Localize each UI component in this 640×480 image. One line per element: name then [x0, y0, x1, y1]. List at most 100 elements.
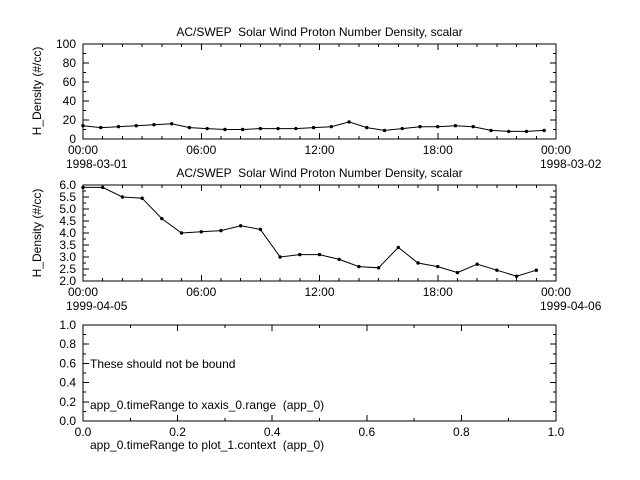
- plot-2-series-line: [83, 186, 537, 277]
- data-point-marker: [455, 270, 460, 275]
- plot-1-frame: [82, 43, 557, 140]
- x-tick-label: 00:00: [541, 143, 571, 157]
- y-tick-label: 1.0: [59, 318, 76, 332]
- y-tick-label: 5.5: [59, 190, 76, 204]
- x-tick-label: 0.2: [169, 425, 186, 439]
- data-point-marker: [495, 268, 499, 272]
- y-tick-label: 3.5: [59, 238, 76, 252]
- data-point-marker: [276, 126, 280, 131]
- plot-2: 00:00 06:00 12:00 18:00 00:002.02.53.03.54.0…: [59, 178, 571, 299]
- data-point-marker: [294, 126, 298, 131]
- y-tick-label: 0.8: [59, 337, 76, 351]
- x-tick-label: 06:00: [186, 143, 216, 157]
- data-point-marker: [524, 129, 529, 134]
- annotation-line-1: These should not be bound: [90, 357, 236, 371]
- plot2-y-axis-label: H_Density (#/cc): [30, 188, 44, 278]
- data-point-marker: [453, 124, 458, 128]
- annotation-line-3: app_0.timeRange to plot_1.context (app_0…: [90, 438, 325, 452]
- x-tick-label: 06:00: [186, 285, 216, 299]
- x-tick-label: 0.6: [358, 425, 375, 439]
- data-point-marker: [357, 264, 361, 269]
- data-point-marker: [81, 124, 85, 128]
- plot-3: 0.0 0.2 0.4 0.6 0.8 1.0 0.0 0.2 0.4 0.6 0.8 1.0: [59, 318, 564, 439]
- data-point-marker: [337, 257, 341, 262]
- plot2-title: AC/SWEP Solar Wind Proton Number Density…: [176, 166, 463, 180]
- data-point-marker: [187, 125, 192, 130]
- plot1-date-left: 1998-03-01: [66, 157, 128, 171]
- data-point-marker: [116, 124, 121, 129]
- data-point-marker: [317, 252, 322, 257]
- y-tick-label: 0.6: [59, 356, 76, 370]
- data-point-marker: [160, 216, 164, 221]
- data-point-marker: [140, 196, 144, 200]
- y-tick-label: 0.4: [59, 376, 76, 390]
- data-point-marker: [416, 261, 420, 265]
- x-tick-label: 0.8: [453, 425, 470, 439]
- y-tick-label: 6.0: [59, 178, 76, 192]
- data-point-marker: [169, 122, 174, 126]
- data-point-marker: [534, 268, 538, 272]
- data-point-marker: [81, 185, 85, 190]
- annotation-line-2: app_0.timeRange to xaxis_0.range (app_0): [90, 397, 325, 412]
- plot-2-frame: [82, 184, 557, 282]
- plot1-title: AC/SWEP Solar Wind Proton Number Density…: [176, 25, 463, 39]
- data-point-marker: [219, 228, 223, 233]
- x-tick-label: 0.0: [75, 425, 92, 439]
- data-point-marker: [101, 185, 105, 190]
- y-tick-label: 0.2: [59, 395, 76, 409]
- plot2-date-right: 1999-04-06: [540, 299, 602, 313]
- y-tick-label: 4.0: [59, 226, 76, 240]
- plot-3-frame: [82, 324, 557, 422]
- x-tick-label: 18:00: [423, 143, 453, 157]
- data-point-marker: [396, 245, 401, 250]
- y-tick-label: 20: [63, 113, 77, 127]
- data-point-marker: [400, 126, 404, 131]
- data-point-marker: [436, 264, 440, 269]
- y-tick-label: 100: [56, 37, 76, 51]
- data-point-marker: [514, 274, 519, 278]
- data-point-marker: [238, 224, 243, 228]
- data-point-marker: [179, 231, 184, 235]
- data-point-marker: [489, 128, 493, 133]
- data-point-marker: [258, 126, 263, 131]
- x-tick-label: 1.0: [548, 425, 565, 439]
- x-tick-label: 00:00: [68, 285, 98, 299]
- y-tick-label: 2.0: [59, 274, 76, 288]
- data-point-marker: [99, 125, 103, 130]
- data-point-marker: [507, 129, 511, 134]
- data-point-marker: [258, 227, 263, 232]
- x-tick-label: 12:00: [304, 143, 334, 157]
- data-point-marker: [134, 124, 138, 128]
- data-point-marker: [475, 262, 479, 266]
- data-point-marker: [542, 128, 546, 133]
- y-tick-label: 3.0: [59, 250, 76, 264]
- data-point-marker: [199, 230, 203, 234]
- data-point-marker: [205, 126, 209, 131]
- data-point-marker: [365, 125, 369, 130]
- data-point-marker: [120, 195, 125, 199]
- data-point-marker: [436, 124, 440, 129]
- data-point-marker: [471, 124, 475, 129]
- y-tick-label: 40: [63, 94, 77, 108]
- x-tick-label: 00:00: [68, 143, 98, 157]
- data-point-marker: [298, 252, 302, 257]
- data-point-marker: [376, 266, 381, 270]
- data-point-marker: [240, 127, 245, 132]
- binding-annotation: These should not be bound app_0.timeRang…: [90, 331, 324, 480]
- plot1-y-axis-label: H_Density (#/cc): [30, 46, 44, 136]
- data-point-marker: [347, 120, 351, 124]
- y-tick-label: 0.0: [59, 414, 76, 428]
- data-point-marker: [329, 124, 334, 129]
- y-tick-label: 4.5: [59, 214, 76, 228]
- data-point-marker: [223, 127, 227, 132]
- x-tick-label: 12:00: [304, 285, 334, 299]
- data-point-marker: [311, 125, 316, 130]
- data-point-marker: [418, 124, 422, 129]
- data-point-marker: [152, 123, 156, 127]
- y-tick-label: 60: [63, 75, 77, 89]
- y-tick-label: 0: [69, 132, 76, 146]
- y-tick-label: 5.0: [59, 202, 76, 216]
- data-point-marker: [382, 128, 387, 133]
